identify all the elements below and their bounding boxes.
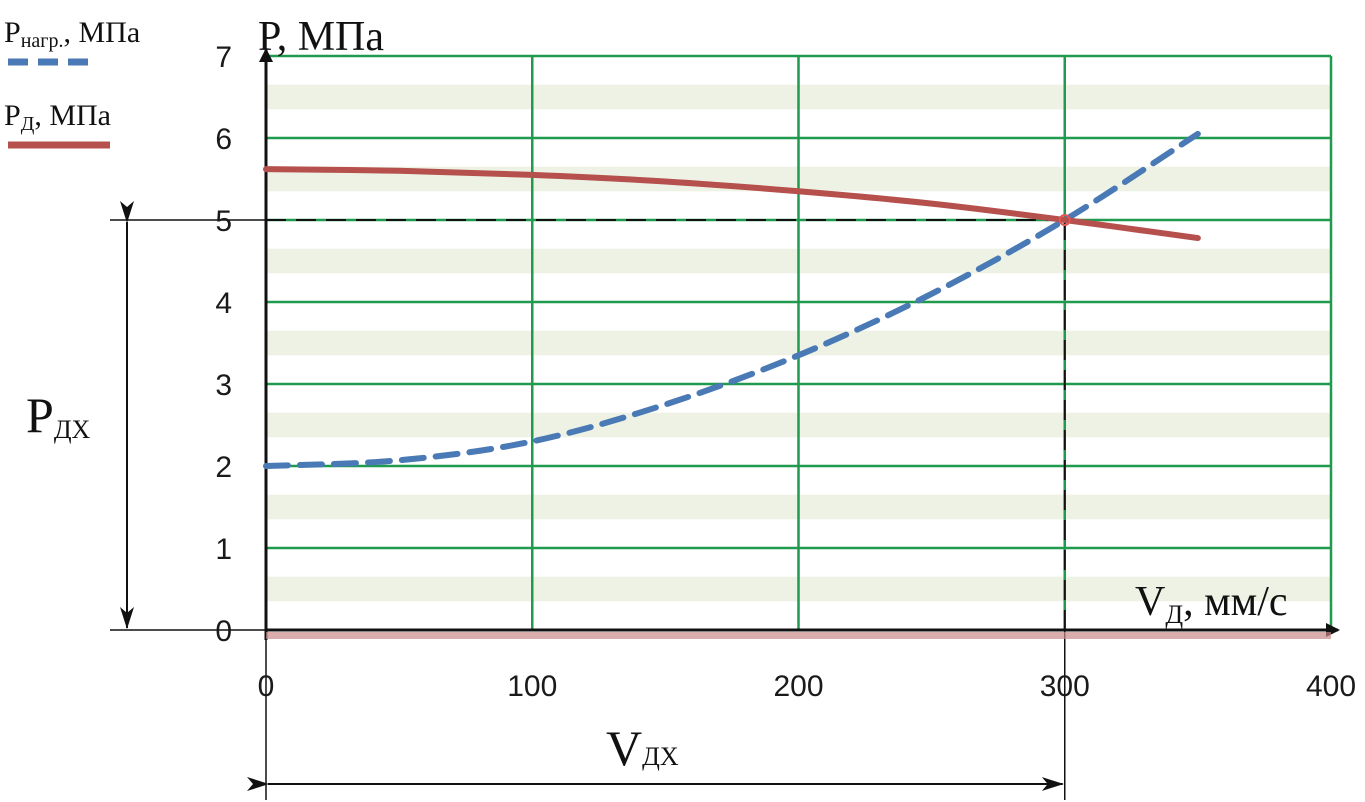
y-tick-label: 0 (215, 615, 232, 648)
series-lines (263, 130, 1201, 469)
x-axis-shadow (266, 632, 1331, 639)
x-tick-label: 100 (507, 670, 557, 703)
y-axis-label: P, МПа (258, 14, 384, 60)
intersection-point (1058, 214, 1071, 226)
y-tick-label: 3 (215, 369, 232, 402)
x-tick-label: 400 (1306, 670, 1356, 703)
series-line-p-d (263, 166, 1201, 242)
pdx-label: PДХ (26, 387, 91, 444)
y-tick-labels: 0 1 2 3 4 5 6 7 (215, 41, 232, 648)
x-tick-label: 0 (258, 670, 275, 703)
y-tick-label: 7 (215, 41, 232, 74)
y-tick-label: 6 (215, 123, 232, 156)
axes (259, 48, 1340, 640)
y-tick-label: 5 (215, 205, 232, 238)
x-tick-label: 300 (1040, 670, 1090, 703)
legend: Pнагр., МПа PД, МПа (4, 16, 140, 149)
legend-label-p-d: PД, МПа (4, 99, 111, 135)
guide-lines (110, 201, 1066, 800)
series-line-p-nagr (263, 130, 1201, 469)
x-tick-label: 200 (773, 670, 823, 703)
x-axis-label: VД, мм/с (1135, 579, 1288, 629)
vdx-label: VДХ (606, 720, 679, 776)
y-tick-label: 4 (215, 287, 232, 320)
x-tick-labels: 0 100 200 300 400 (258, 670, 1356, 703)
y-tick-label: 2 (215, 451, 232, 484)
y-tick-label: 1 (215, 533, 232, 566)
legend-label-p-nagr: Pнагр., МПа (4, 16, 140, 52)
